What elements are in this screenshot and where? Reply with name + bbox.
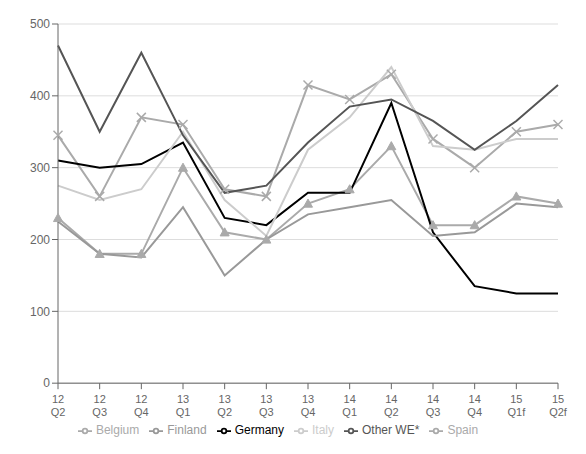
svg-text:300: 300 bbox=[30, 161, 50, 175]
html-text:Belgium: Belgium bbox=[95, 423, 140, 438]
svg-text:13Q1: 13Q1 bbox=[176, 393, 191, 418]
svg-text:14Q1: 14Q1 bbox=[342, 393, 357, 418]
svg-text:13Q4: 13Q4 bbox=[301, 393, 316, 418]
html-text:Other WE*: Other WE* bbox=[362, 423, 420, 438]
svg-text:14Q3: 14Q3 bbox=[426, 393, 441, 418]
html-text:Italy: Italy bbox=[312, 423, 334, 438]
svg-text:100: 100 bbox=[30, 305, 50, 319]
svg-text:15Q2f: 15Q2f bbox=[549, 393, 568, 418]
html-text:Germany: Germany bbox=[234, 423, 284, 438]
svg-text:12Q4: 12Q4 bbox=[134, 393, 149, 418]
svg-text:13Q2: 13Q2 bbox=[217, 393, 232, 418]
svg-text:14Q2: 14Q2 bbox=[384, 393, 399, 418]
html-text:Finland: Finland bbox=[167, 423, 207, 438]
svg-text:0: 0 bbox=[43, 376, 50, 390]
html-text:Spain: Spain bbox=[447, 423, 479, 438]
svg-text:12Q2: 12Q2 bbox=[51, 393, 66, 418]
svg-text:15Q1f: 15Q1f bbox=[507, 393, 526, 418]
svg-text:13Q3: 13Q3 bbox=[259, 393, 274, 418]
svg-text:500: 500 bbox=[30, 17, 50, 31]
svg-text:14Q4: 14Q4 bbox=[467, 393, 482, 418]
svg-text:200: 200 bbox=[30, 233, 50, 247]
svg-text:400: 400 bbox=[30, 89, 50, 103]
svg-text:12Q3: 12Q3 bbox=[92, 393, 107, 418]
